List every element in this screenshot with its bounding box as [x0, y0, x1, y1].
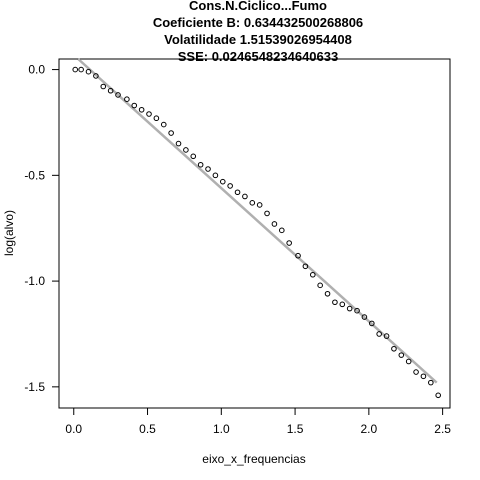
data-point — [264, 210, 270, 217]
data-point — [249, 200, 256, 206]
y-tick-label: -1.5 — [24, 380, 45, 394]
data-point — [405, 358, 412, 365]
data-point — [332, 299, 338, 306]
chart-title-line-1: Cons.N.Ciclico...Fumo — [189, 0, 327, 13]
data-point — [376, 331, 382, 337]
y-tick-label: 0.0 — [28, 63, 45, 77]
data-point — [115, 92, 121, 98]
data-point — [93, 73, 99, 79]
y-tick-label: -0.5 — [24, 168, 45, 182]
data-point — [160, 121, 167, 128]
y-axis: 0.0 -0.5 -1.0 -1.5 — [24, 63, 60, 394]
data-point — [428, 379, 434, 386]
data-point — [413, 369, 419, 375]
data-point — [242, 193, 248, 200]
data-point — [197, 161, 204, 168]
data-point — [168, 130, 174, 136]
chart-title-line-3: Volatilidade 1.51539026954408 — [164, 32, 352, 47]
data-point — [124, 96, 130, 102]
data-point — [107, 87, 114, 94]
chart-title-line-2: Coeficiente B: 0.634432500268806 — [153, 15, 363, 30]
data-point — [309, 271, 316, 278]
points-layer — [72, 66, 441, 399]
x-tick-label: 0.0 — [65, 422, 82, 436]
data-point — [183, 147, 189, 153]
data-point — [227, 183, 233, 189]
data-point — [369, 320, 375, 327]
x-tick-label: 2.5 — [434, 422, 451, 436]
data-point — [100, 83, 107, 90]
data-point — [212, 172, 219, 179]
data-point — [398, 352, 405, 358]
data-point — [339, 301, 346, 308]
data-point — [346, 305, 353, 312]
x-axis: 0.0 0.5 1.0 1.5 2.0 2.5 — [65, 407, 451, 436]
data-point — [175, 140, 182, 147]
data-point — [295, 252, 301, 259]
data-point — [78, 66, 84, 73]
data-point — [435, 392, 441, 399]
fit-line-layer — [77, 58, 438, 384]
x-tick-label: 2.0 — [361, 422, 378, 436]
data-point — [256, 202, 263, 208]
y-axis-label: log(alvo) — [2, 210, 16, 256]
data-point — [383, 333, 390, 339]
data-point — [354, 307, 360, 314]
data-point — [324, 290, 331, 297]
x-tick-label: 0.5 — [139, 422, 156, 436]
data-point — [138, 106, 145, 113]
data-point — [420, 373, 427, 380]
chart-title-line-4: SSE: 0.0246548234640633 — [178, 49, 338, 64]
data-point — [85, 68, 92, 75]
y-tick-label: -1.0 — [24, 274, 45, 288]
data-point — [391, 345, 397, 352]
data-point — [361, 314, 368, 320]
x-axis-label: eixo_x_frequencias — [202, 452, 305, 466]
data-point — [234, 189, 241, 196]
data-point — [302, 263, 309, 270]
x-tick-label: 1.5 — [287, 422, 304, 436]
data-point — [219, 178, 226, 185]
x-tick-label: 1.0 — [213, 422, 230, 436]
data-point — [190, 153, 197, 160]
data-point — [72, 66, 79, 73]
data-point — [205, 166, 211, 172]
fit-line — [77, 58, 438, 384]
data-point — [146, 111, 152, 117]
data-point — [278, 227, 285, 234]
data-point — [153, 115, 160, 122]
data-point — [317, 282, 323, 289]
data-point — [271, 221, 278, 227]
data-point — [286, 240, 292, 246]
data-point — [131, 102, 138, 109]
